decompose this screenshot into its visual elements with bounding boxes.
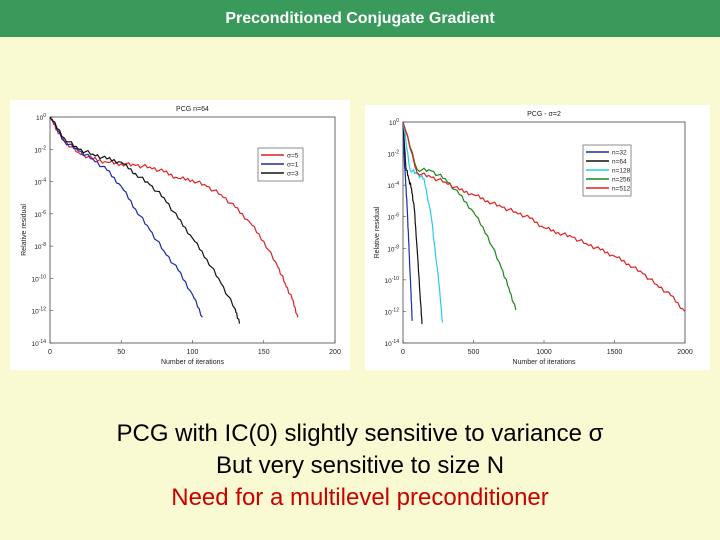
y-tick-label: 10-6 [34,210,46,219]
x-axis-label: Number of iterations [512,359,576,366]
caption-multilevel-need: Need for a multilevel preconditioner [171,484,549,511]
y-tick-label: 10-4 [34,178,46,187]
y-tick-label: 10-8 [387,244,399,253]
x-tick-label: 200 [329,349,341,356]
x-tick-label: 100 [187,349,199,356]
y-tick-label: 10-12 [385,307,400,316]
y-tick-exponent: -10 [392,276,399,282]
chart-pcg-sigma2: PCG - σ=2 0 500 1000 1500 2000 100 10-2 10-4 10-6… [374,111,693,366]
legend-label: σ=1 [287,162,299,169]
legend-label: n=64 [612,159,627,166]
chart-title: PCG - σ=2 [527,111,561,118]
legend-label: n=256 [612,177,631,184]
y-tick-label: 10-2 [387,150,399,159]
y-tick-exponent: -6 [395,213,400,219]
legend-label: σ=5 [287,153,299,160]
y-axis-label: Relative residual [374,206,381,258]
y-tick-label: 10-12 [32,307,47,316]
legend-label: n=512 [612,186,631,193]
y-tick-label: 100 [36,113,46,122]
slide-title: Preconditioned Conjugate Gradient [225,10,495,27]
x-tick-label: 0 [401,349,405,356]
y-tick-exponent: -12 [39,307,46,313]
x-tick-label: 500 [468,349,480,356]
series-line-σ=5 [49,116,299,318]
y-tick-label: 10-10 [32,274,47,283]
legend-label: n=128 [612,168,631,175]
y-tick-exponent: -6 [42,210,47,216]
y-tick-exponent: -10 [39,274,46,280]
series-line-σ=3 [49,116,241,324]
chart-title: PCG n=64 [176,106,209,113]
series-line-n=64 [402,121,423,325]
caption-size-sensitivity: But very sensitive to size N [215,452,505,479]
chart-panel-size: PCG - σ=2 0 500 1000 1500 2000 100 10-2 10-4 10-6… [365,105,710,370]
chart-panel-sigma: PCG n=64 0 50 100 150 200 100 10-2 10-4 10-6 10-8 1… [10,100,350,370]
x-tick-label: 1000 [536,349,552,356]
chart-pcg-n64: PCG n=64 0 50 100 150 200 100 10-2 10-4 10-6 10-8 1… [21,106,341,366]
x-tick-label: 50 [117,349,125,356]
y-axis-label: Relative residual [21,204,28,256]
y-tick-label: 10-8 [34,242,46,251]
x-tick-label: 150 [258,349,270,356]
plot-frame [402,121,686,344]
x-tick-label: 1500 [607,349,623,356]
y-tick-label: 10-6 [387,213,399,222]
legend-label: σ=3 [287,171,299,178]
y-tick-exponent: 0 [396,118,399,124]
y-tick-label: 10-10 [385,276,400,285]
y-tick-exponent: -12 [392,307,399,313]
legend: n=32 n=64 n=128 n=256 n=512 [582,144,632,197]
y-tick-exponent: -4 [42,178,47,184]
y-tick-exponent: -8 [42,242,47,248]
x-tick-label: 2000 [677,349,693,356]
y-tick-label: 100 [389,118,399,127]
legend: σ=5 σ=1 σ=3 [257,147,304,182]
series-line-σ=1 [49,116,203,318]
y-tick-exponent: -14 [392,339,399,345]
y-tick-label: 10-2 [34,145,46,154]
y-tick-label: 10-14 [385,339,400,348]
caption-sigma-sensitivity: PCG with IC(0) slightly sensitive to var… [116,420,604,447]
slide-title-bar: Preconditioned Conjugate Gradient [0,0,720,37]
y-tick-exponent: -14 [39,339,46,345]
y-tick-exponent: 0 [43,113,46,119]
y-tick-exponent: -4 [395,181,400,187]
legend-label: n=32 [612,150,627,157]
y-tick-label: 10-4 [387,181,399,190]
series-line-n=32 [402,121,413,321]
y-tick-label: 10-14 [32,339,47,348]
series-line-n=128 [402,121,444,323]
x-tick-label: 0 [48,349,52,356]
y-tick-exponent: -8 [395,244,400,250]
series-line-n=256 [402,121,517,311]
y-tick-exponent: -2 [42,145,47,151]
x-axis-label: Number of iterations [161,359,225,366]
y-tick-exponent: -2 [395,150,400,156]
series-line-n=512 [402,121,686,312]
